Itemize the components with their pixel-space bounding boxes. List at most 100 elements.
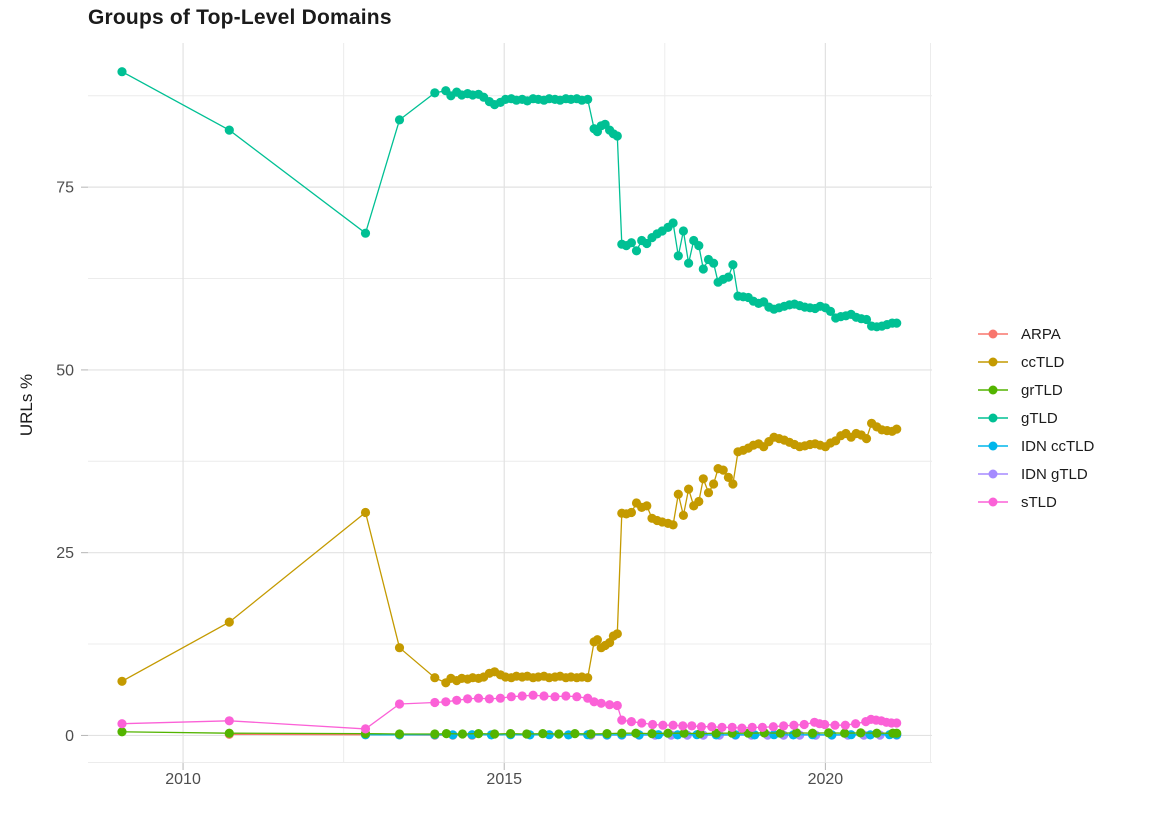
data-point xyxy=(473,729,484,739)
data-point xyxy=(583,94,593,104)
data-point xyxy=(648,719,658,730)
legend-item-stld: sTLD xyxy=(978,488,1094,516)
data-point xyxy=(711,728,721,738)
data-point xyxy=(789,720,799,730)
data-point xyxy=(592,635,603,645)
data-point xyxy=(572,692,582,702)
data-point xyxy=(684,258,694,268)
data-point xyxy=(441,697,451,707)
data-point xyxy=(224,125,234,135)
data-point xyxy=(892,318,902,328)
data-point xyxy=(647,729,657,739)
data-point xyxy=(707,722,717,732)
data-point xyxy=(570,729,580,739)
data-point xyxy=(757,722,768,733)
data-point xyxy=(224,728,234,738)
axis-ticks: 2010 2015 2020 0 25 50 75 xyxy=(56,180,843,788)
data-point xyxy=(394,729,405,739)
data-point xyxy=(538,729,548,739)
data-point xyxy=(892,728,902,738)
data-point xyxy=(626,507,637,518)
legend-label: gTLD xyxy=(1021,409,1058,427)
data-point xyxy=(668,218,678,228)
data-point xyxy=(892,424,902,434)
data-point xyxy=(117,727,127,737)
legend-key-icon xyxy=(978,497,1008,507)
data-point xyxy=(892,718,902,728)
legend-item-arpa: ARPA xyxy=(978,320,1094,348)
data-point xyxy=(807,728,818,738)
legend-item-idn-gtld: IDN gTLD xyxy=(978,460,1094,488)
data-point xyxy=(631,246,642,256)
data-point xyxy=(727,722,737,733)
data-point xyxy=(550,692,560,702)
data-point xyxy=(678,226,689,236)
data-point xyxy=(430,697,440,708)
data-point xyxy=(224,617,234,627)
data-point xyxy=(768,722,778,732)
grid-lines xyxy=(88,43,932,763)
data-point xyxy=(696,722,707,732)
legend-label: IDN ccTLD xyxy=(1021,437,1095,455)
data-point xyxy=(394,643,405,653)
data-point xyxy=(703,488,714,498)
data-point xyxy=(694,241,704,251)
y-tick-label: 75 xyxy=(56,180,74,197)
data-point xyxy=(473,693,484,703)
data-point xyxy=(737,723,747,733)
series-grtld xyxy=(117,727,902,739)
data-point xyxy=(668,520,678,530)
data-point xyxy=(698,474,708,484)
data-point xyxy=(117,67,127,77)
series-stld xyxy=(117,690,902,734)
data-point xyxy=(117,676,127,686)
data-point xyxy=(728,260,738,270)
legend-key-icon xyxy=(978,385,1008,395)
data-point xyxy=(360,507,371,518)
data-point xyxy=(602,729,612,739)
data-point xyxy=(612,629,622,639)
legend-item-cctld: ccTLD xyxy=(978,348,1094,376)
data-point xyxy=(631,728,641,738)
data-point xyxy=(360,724,371,734)
data-point xyxy=(840,728,850,738)
series-gtld xyxy=(117,67,902,332)
legend-key-icon xyxy=(978,357,1008,367)
data-point xyxy=(856,728,866,738)
data-point xyxy=(586,729,596,739)
data-point xyxy=(709,479,719,489)
x-tick-label: 2010 xyxy=(165,771,201,788)
data-point xyxy=(522,729,532,739)
data-point xyxy=(642,501,652,511)
data-point xyxy=(779,721,789,731)
data-point xyxy=(851,719,861,729)
data-point xyxy=(695,729,705,739)
data-point xyxy=(658,720,668,730)
legend-label: grTLD xyxy=(1021,381,1063,399)
legend-key-icon xyxy=(978,469,1008,479)
data-point xyxy=(617,715,627,725)
legend-item-grtld: grTLD xyxy=(978,376,1094,404)
data-point xyxy=(684,484,694,494)
data-point xyxy=(673,251,683,261)
data-point xyxy=(596,698,606,708)
data-point xyxy=(668,720,678,730)
data-point xyxy=(430,673,440,683)
data-point xyxy=(820,719,830,730)
legend-label: ARPA xyxy=(1021,325,1061,343)
legend-label: IDN gTLD xyxy=(1021,465,1088,483)
data-point xyxy=(589,697,599,707)
data-point xyxy=(539,691,549,701)
data-point xyxy=(117,719,127,729)
data-point xyxy=(723,472,734,482)
data-point xyxy=(642,238,652,249)
legend-key-icon xyxy=(978,441,1008,451)
data-point xyxy=(861,434,872,444)
data-point xyxy=(718,465,728,475)
data-point xyxy=(626,717,637,727)
data-point xyxy=(824,728,834,738)
data-point xyxy=(728,479,738,489)
data-point xyxy=(554,729,564,739)
data-point xyxy=(799,719,809,730)
